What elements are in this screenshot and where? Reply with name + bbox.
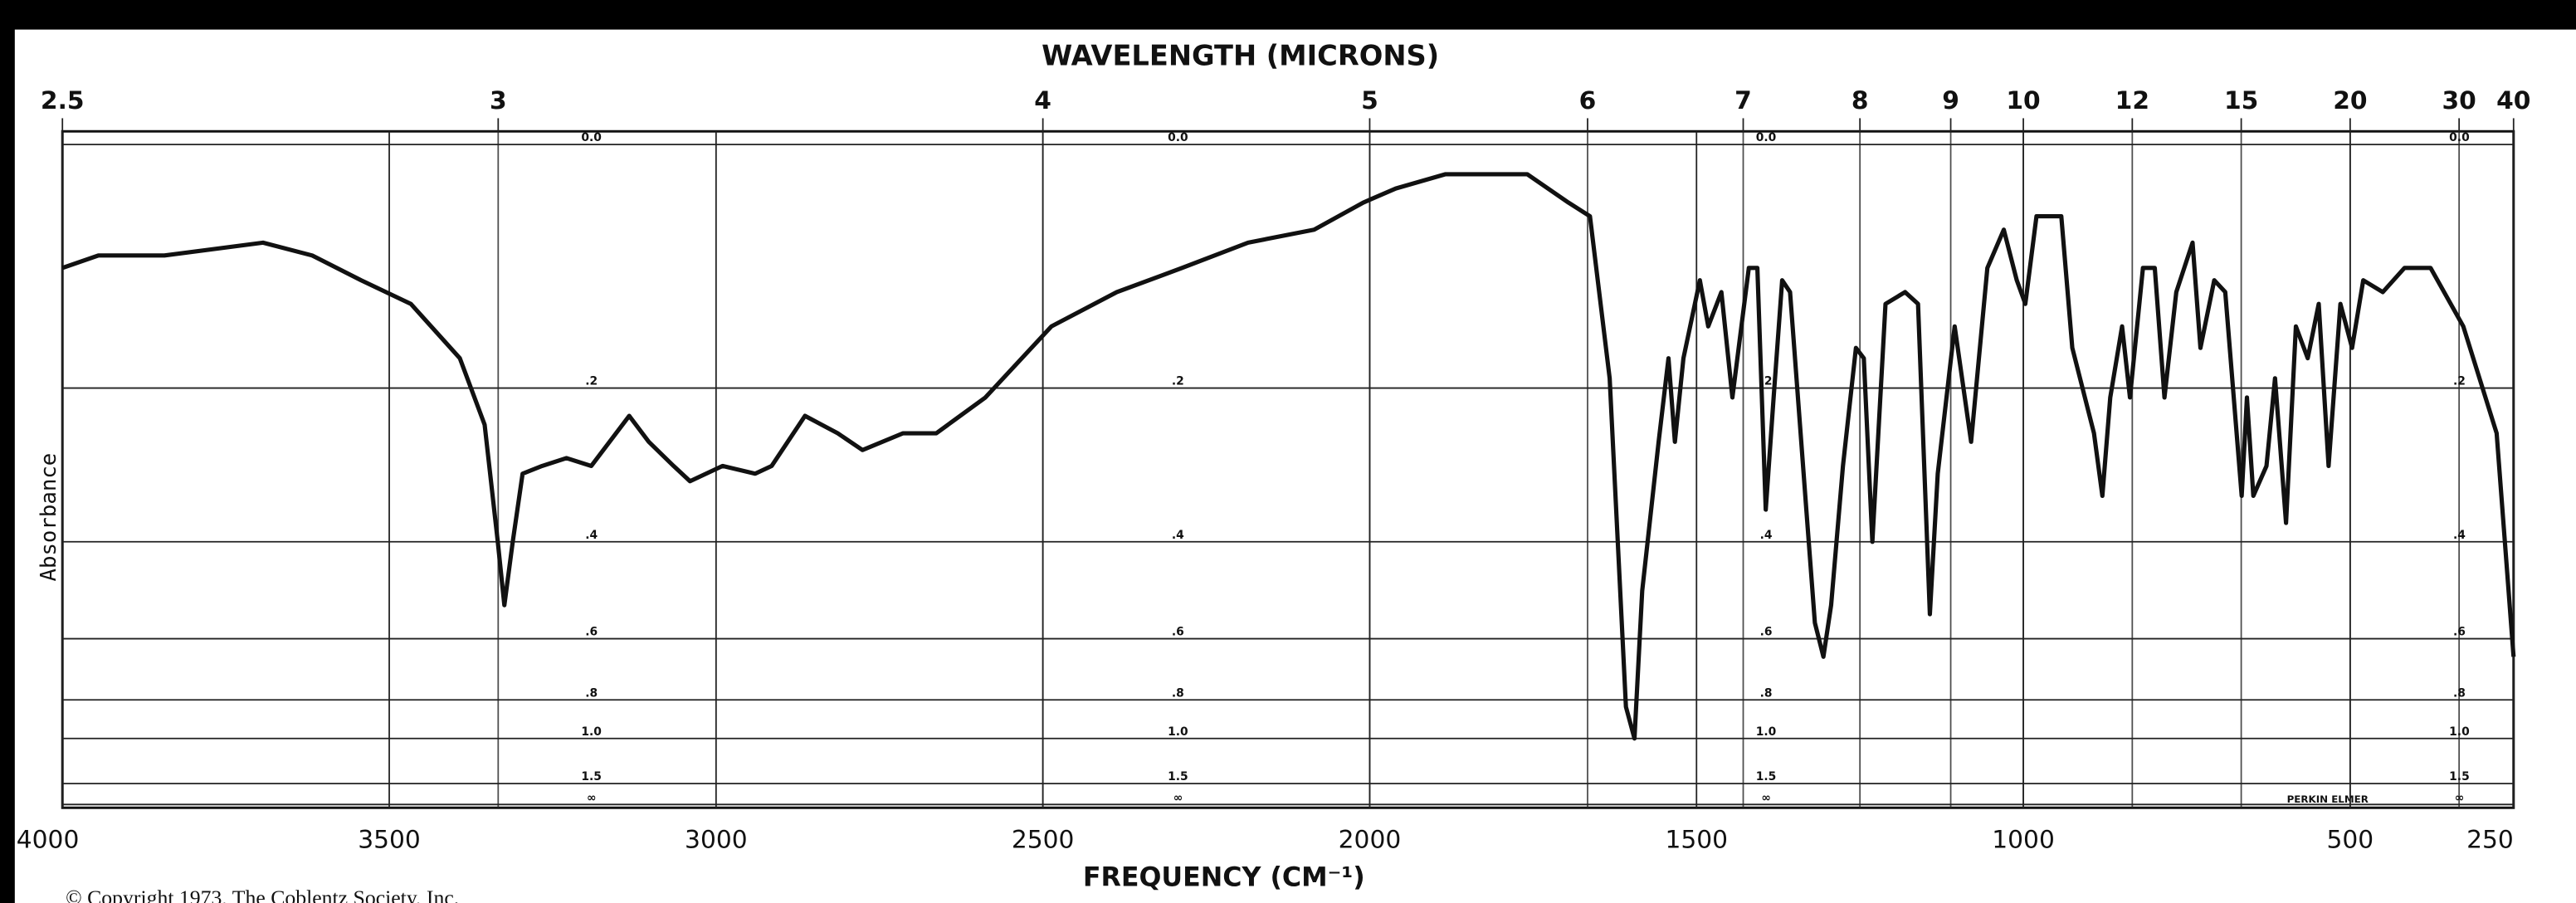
x2-tick-label: 20 [2333,85,2367,115]
y-tick-label: 1.5 [1756,770,1777,783]
x2-tick-label: 9 [1942,85,1959,115]
y-axis-label: Absorbance [37,453,61,582]
x2-tick-label: 7 [1734,85,1752,115]
x2-tick-label: 4 [1034,85,1051,115]
y-tick-label: .6 [585,626,598,639]
x-tick-label: 500 [2327,824,2374,853]
x-tick-label: 3500 [358,824,421,853]
y-tick-label: .6 [1760,626,1773,639]
y-tick-label: ∞ [587,791,597,804]
x2-tick-label: 10 [2006,85,2040,115]
x2-tick-label: 5 [1361,85,1378,115]
y-tick-label: 1.5 [2449,770,2470,783]
y-tick-label: 0.0 [1168,131,1188,144]
x2-tick-label: 3 [490,85,507,115]
y-tick-label: 1.5 [581,770,602,783]
y-tick-label: ∞ [1173,791,1183,804]
y-tick-label: .2 [1172,375,1184,388]
y-tick-label: 1.0 [2449,725,2470,739]
y-tick-label: 0.0 [581,131,602,144]
y-tick-label: 1.0 [1756,725,1777,739]
x2-tick-label: 15 [2224,85,2258,115]
instrument-label: PERKIN ELMER [2287,793,2369,805]
x-axis-label: FREQUENCY (CM⁻¹) [1083,862,1365,892]
y-tick-label: .2 [2453,375,2466,388]
y-tick-label: .8 [1760,686,1773,700]
y-tick-label: .4 [2453,529,2466,542]
x2-tick-label: 30 [2442,85,2476,115]
scan-border-left [0,0,15,903]
x2-tick-label: 2.5 [41,85,85,115]
y-tick-label: .8 [585,686,598,700]
x-tick-label: 3000 [685,824,748,853]
y-tick-label: .6 [1172,626,1184,639]
x2-tick-label: 40 [2496,85,2530,115]
x-tick-label: 2000 [1339,824,1402,853]
x-tick-label: 2500 [1012,824,1075,853]
chart-title: WAVELENGTH (MICRONS) [1042,40,1439,72]
y-tick-label: 0.0 [1756,131,1777,144]
y-tick-label: ∞ [1761,791,1771,804]
x-tick-label: 250 [2466,824,2514,853]
x-tick-label: 4000 [17,824,80,853]
y-tick-label: .4 [1760,529,1773,542]
y-tick-label: ∞ [2455,791,2465,804]
y-tick-label: 1.0 [581,725,602,739]
x2-tick-label: 8 [1852,85,1869,115]
x-tick-label: 1500 [1665,824,1728,853]
y-tick-label: 1.0 [1168,725,1188,739]
spectrum-line [61,172,2516,741]
y-tick-label: .6 [2453,626,2466,639]
scan-border-top [0,0,2576,30]
y-tick-label: .4 [585,529,598,542]
x-tick-label: 1000 [1992,824,2055,853]
y-tick-label: .8 [2453,686,2466,700]
x2-tick-label: 6 [1579,85,1597,115]
x2-tick-label: 12 [2115,85,2149,115]
y-tick-label: .8 [1172,686,1184,700]
y-tick-label: .4 [1172,529,1184,542]
copyright: © Copyright 1973, The Coblentz Society, … [66,886,459,903]
y-tick-label: 1.5 [1168,770,1188,783]
y-tick-label: 0.0 [2449,131,2470,144]
y-tick-label: .2 [585,375,598,388]
